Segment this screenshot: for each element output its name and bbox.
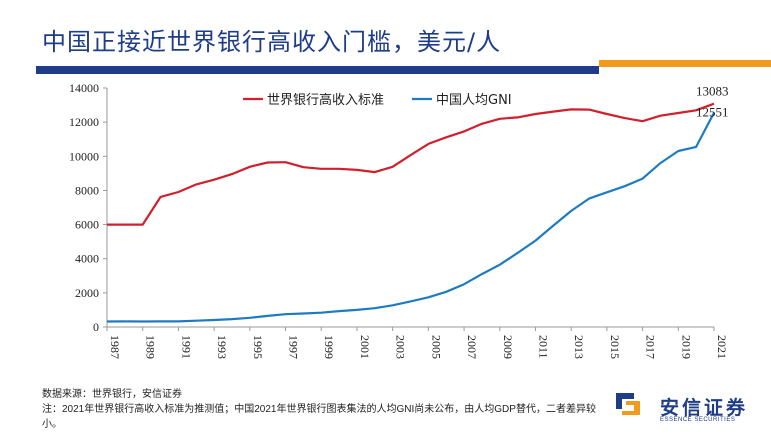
- logo-mark-icon: [616, 393, 640, 415]
- logo-name-cn: 安信证券: [660, 397, 749, 419]
- x-tick-label: 2003: [394, 335, 408, 359]
- x-tick-label: 1989: [144, 335, 158, 359]
- series-line-high-income-threshold: [107, 102, 715, 226]
- page-title: 中国正接近世界银行高收入门槛，美元/人: [42, 28, 502, 56]
- x-tick-label: 1999: [322, 335, 336, 359]
- x-tick-label: 2005: [429, 335, 443, 359]
- x-tick-label: 1993: [215, 335, 229, 359]
- x-tick-label: 2021: [715, 335, 729, 359]
- y-tick-label: 4000: [75, 252, 99, 266]
- company-logo: 安信证券 ESSENCE SECURITIES: [612, 387, 762, 427]
- y-tick-label: 2000: [75, 286, 99, 300]
- y-tick-label: 12000: [69, 115, 99, 129]
- x-tick-label: 2015: [608, 335, 622, 359]
- x-tick-label: 2007: [465, 335, 479, 359]
- x-tick-label: 2011: [536, 335, 550, 359]
- x-tick-label: 2001: [358, 335, 372, 359]
- y-tick-label: 8000: [75, 183, 99, 197]
- series-line-china-gni: [106, 112, 715, 323]
- y-tick-label: 0: [93, 320, 99, 334]
- y-tick-label: 6000: [75, 218, 99, 232]
- data-source: 数据来源：世界银行，安信证券: [42, 389, 182, 400]
- legend-label: 世界银行高收入标准: [267, 92, 384, 108]
- title-underline-orange: [599, 60, 771, 67]
- x-tick-label: 2009: [501, 335, 515, 359]
- x-tick-label: 2019: [679, 335, 693, 359]
- x-tick-label: 1987: [108, 335, 122, 359]
- end-label-china-gni: 12551: [696, 105, 729, 120]
- footnote: 注：2021年世界银行高收入标准为推测值；中国2021年世界银行图表集法的人均G…: [42, 404, 596, 430]
- y-tick-label: 14000: [69, 81, 99, 95]
- end-label-high-income: 13083: [696, 84, 729, 99]
- title-underline-blue: [36, 66, 599, 74]
- x-tick-label: 2013: [572, 335, 586, 359]
- logo-name-en: ESSENCE SECURITIES: [660, 417, 736, 423]
- x-tick-label: 2017: [644, 335, 658, 359]
- x-tick-label: 1997: [287, 335, 301, 359]
- legend-label: 中国人均GNI: [436, 93, 512, 108]
- y-tick-label: 10000: [69, 149, 99, 163]
- x-tick-label: 1995: [251, 335, 265, 359]
- x-tick-label: 1991: [179, 335, 193, 359]
